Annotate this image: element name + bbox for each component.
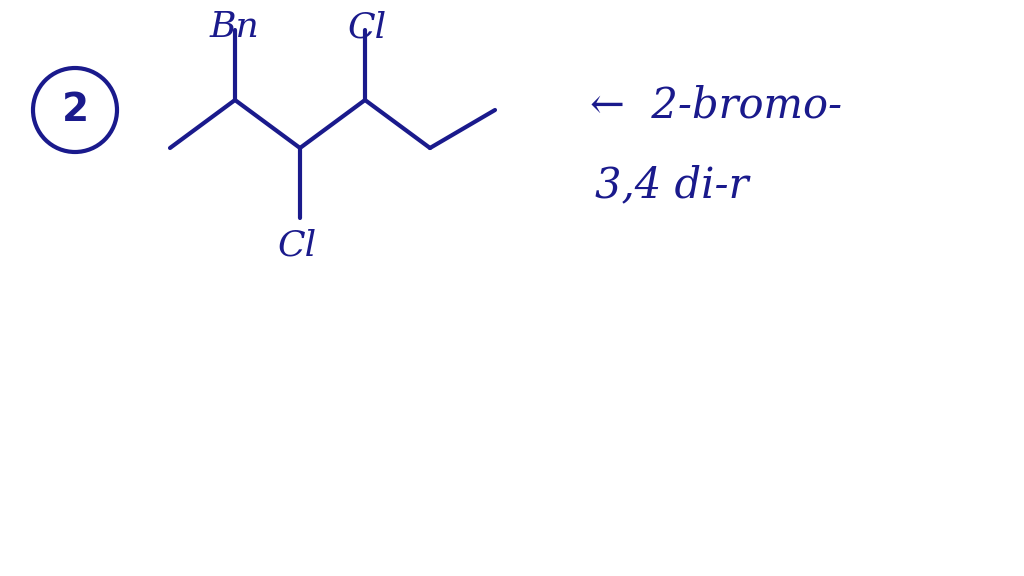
- Text: ←  2-bromo-: ← 2-bromo-: [590, 84, 842, 126]
- Text: Cl: Cl: [348, 10, 387, 44]
- Text: 2: 2: [61, 91, 88, 129]
- Text: 3,4 di-r: 3,4 di-r: [595, 164, 749, 206]
- Text: Bn: Bn: [210, 10, 260, 44]
- Text: Cl: Cl: [278, 228, 317, 262]
